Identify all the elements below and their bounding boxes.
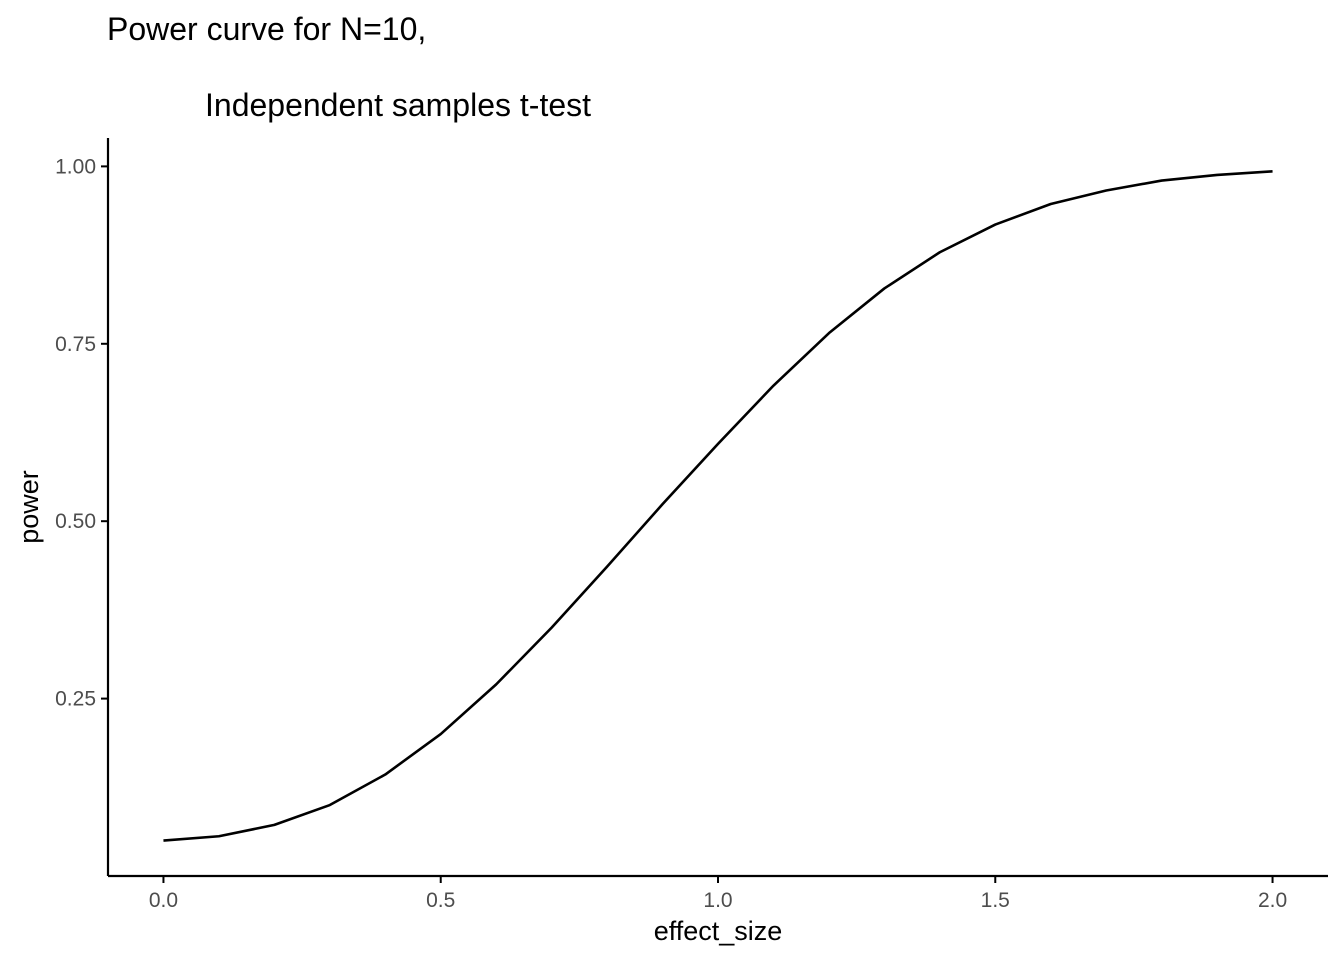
x-axis-title: effect_size <box>654 916 783 946</box>
x-tick-label: 0.0 <box>149 889 178 912</box>
chart-subtitle: Independent samples t-test <box>205 87 591 123</box>
x-axis-ticks: 0.0 0.5 1.0 1.5 2.0 <box>149 876 1287 912</box>
x-tick-label: 0.5 <box>426 889 455 912</box>
y-tick-label: 1.00 <box>55 155 96 178</box>
y-axis-ticks: 0.25 0.50 0.75 1.00 <box>55 155 108 711</box>
series-line <box>163 170 1273 842</box>
x-tick-label: 1.5 <box>981 889 1010 912</box>
y-tick-label: 0.25 <box>55 688 96 711</box>
plot-area: 0.25 0.50 0.75 1.00 0.0 0.5 1.0 1.5 2.0 <box>55 138 1328 912</box>
x-tick-label: 1.0 <box>703 889 732 912</box>
y-axis-title: power <box>14 470 44 544</box>
y-tick-label: 0.50 <box>55 510 96 533</box>
x-tick-label: 2.0 <box>1258 889 1287 912</box>
series-layer <box>163 170 1273 842</box>
chart-title: Power curve for N=10, <box>107 11 426 47</box>
y-tick-label: 0.75 <box>55 333 96 356</box>
